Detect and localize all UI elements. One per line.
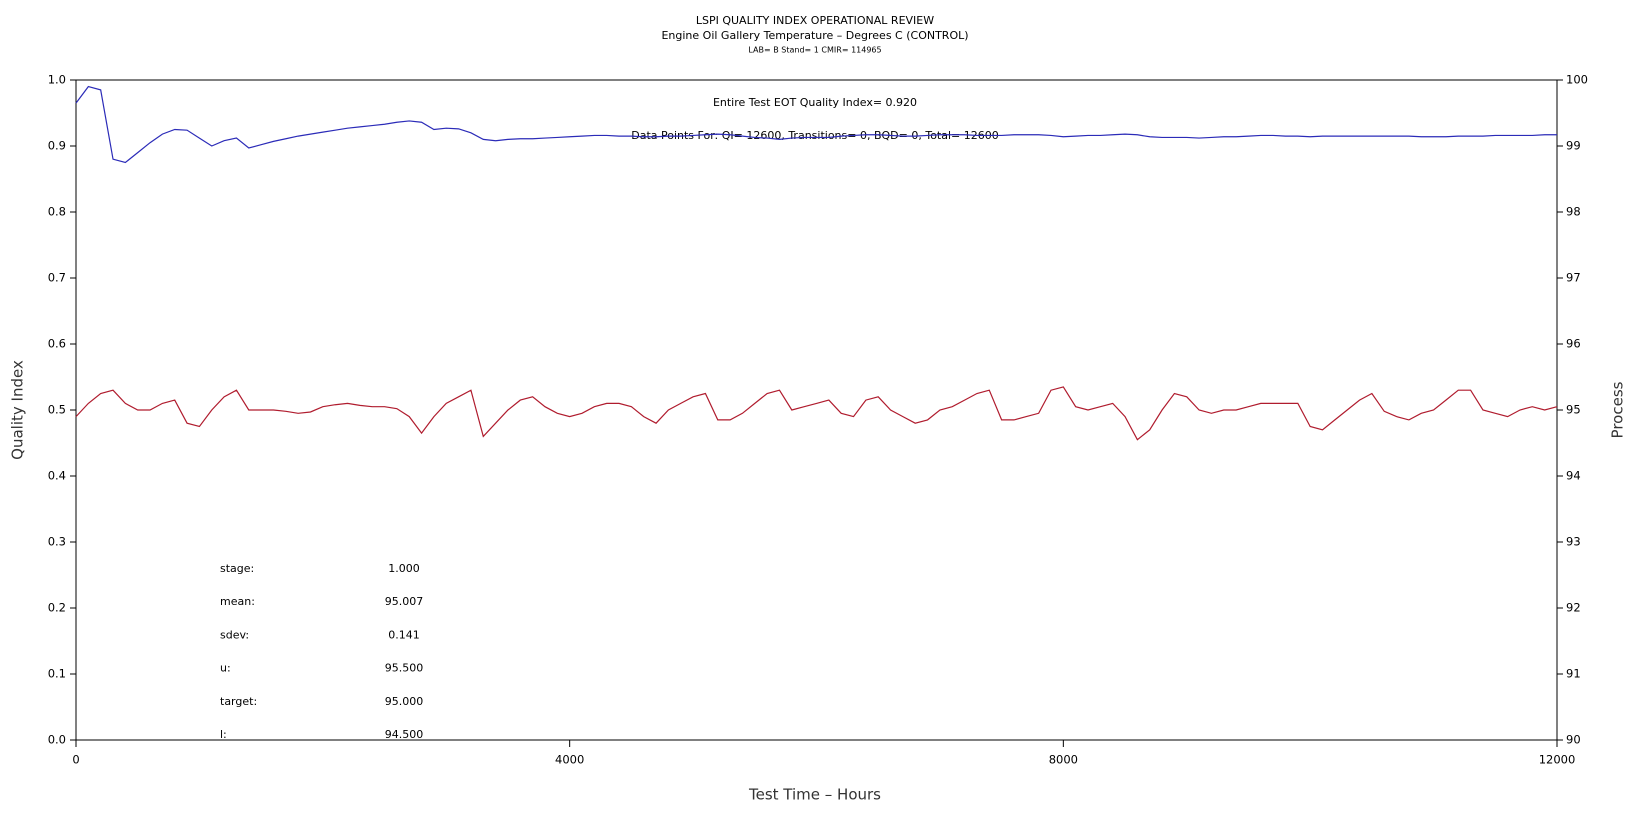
stat-label: stage: [220,562,254,575]
y2-tick-label: 95 [1566,403,1581,417]
annotation: Data Points For: QI= 12600, Transitions=… [631,129,999,142]
stat-value: 1.000 [388,562,420,575]
y-axis-title: Quality Index [9,360,27,460]
data-line [75,85,1557,164]
y2-tick-label: 100 [1566,73,1588,87]
stat-label: target: [220,695,257,708]
annotation: Entire Test EOT Quality Index= 0.920 [713,96,917,109]
chart-title: LSPI QUALITY INDEX OPERATIONAL REVIEW [696,14,934,27]
y-tick-label: 0.4 [48,469,66,483]
y2-tick-label: 98 [1566,205,1581,219]
y-tick-label: 0.6 [48,337,66,351]
y-tick-label: 1.0 [48,73,66,87]
x-tick-label: 0 [72,753,79,767]
y-tick-label: 0.0 [48,733,66,747]
x-tick-label: 12000 [1539,753,1576,767]
stat-value: 95.000 [385,695,424,708]
x-axis-title: Test Time – Hours [748,786,881,804]
x-tick-label: 8000 [1049,753,1078,767]
chart-subtitle: Engine Oil Gallery Temperature – Degrees… [661,29,968,42]
y-tick-label: 0.9 [48,139,66,153]
stat-label: mean: [220,595,255,608]
x-tick-label: 4000 [555,753,584,767]
y-tick-label: 0.8 [48,205,66,219]
y2-tick-label: 90 [1566,733,1581,747]
y2-tick-label: 91 [1566,667,1581,681]
y2-tick-label: 93 [1566,535,1581,549]
stat-value: 94.500 [385,728,424,741]
data-line [75,386,1558,441]
y2-tick-label: 99 [1566,139,1581,153]
y-tick-label: 0.7 [48,271,66,285]
y2-tick-label: 92 [1566,601,1581,615]
stat-value: 95.500 [385,662,424,675]
stat-label: u: [220,662,231,675]
stat-value: 95.007 [385,595,424,608]
stat-label: l: [220,728,227,741]
y-tick-label: 0.2 [48,601,66,615]
y2-tick-label: 97 [1566,271,1581,285]
y-tick-label: 0.3 [48,535,66,549]
stat-value: 0.141 [388,628,420,641]
y-tick-label: 0.5 [48,403,66,417]
y2-tick-label: 96 [1566,337,1581,351]
plot-frame [75,79,1558,741]
y-tick-label: 0.1 [48,667,66,681]
y2-axis-title: Process [1609,381,1627,438]
stat-label: sdev: [220,628,249,641]
y2-tick-label: 94 [1566,469,1581,483]
chart-subtitle: LAB= B Stand= 1 CMIR= 114965 [748,46,881,55]
